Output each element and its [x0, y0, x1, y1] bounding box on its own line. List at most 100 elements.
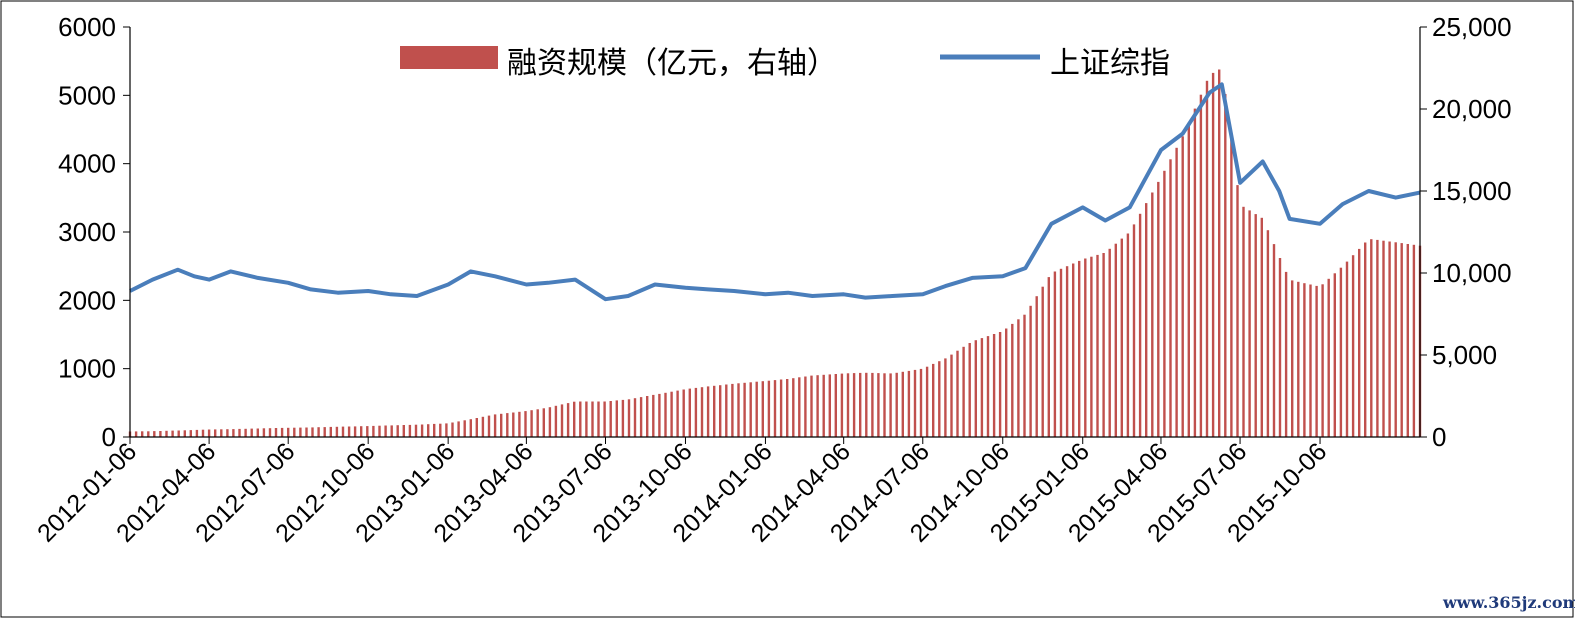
bar	[451, 423, 453, 438]
y-right-tick-label: 5,000	[1432, 340, 1497, 370]
bar	[823, 375, 825, 437]
bar	[737, 383, 739, 437]
bar	[488, 416, 490, 437]
bar	[1115, 244, 1117, 437]
bar	[889, 373, 891, 437]
bar	[445, 423, 447, 437]
bar	[853, 373, 855, 437]
bar	[299, 428, 301, 437]
bar	[415, 425, 417, 437]
bar	[476, 418, 478, 437]
bar	[683, 390, 685, 438]
bar	[962, 347, 964, 437]
bar	[701, 387, 703, 437]
bar	[330, 427, 332, 437]
bar	[1175, 148, 1177, 437]
bar	[1297, 282, 1299, 437]
bar	[287, 428, 289, 437]
bar	[1151, 193, 1153, 438]
bar	[1096, 255, 1098, 437]
legend-bar-label: 融资规模（亿元，右轴）	[507, 47, 837, 80]
bar	[196, 430, 198, 437]
bar	[1267, 230, 1269, 437]
y-left-tick-label: 4000	[58, 149, 116, 179]
bar	[141, 431, 143, 437]
bar	[1182, 136, 1184, 437]
bar	[1382, 241, 1384, 437]
bar	[579, 402, 581, 438]
bar	[993, 334, 995, 437]
bar	[999, 332, 1001, 437]
bar	[640, 397, 642, 437]
y-left-tick-label: 2000	[58, 285, 116, 315]
bar	[1090, 257, 1092, 437]
bar	[1121, 239, 1123, 437]
bar	[628, 399, 630, 437]
bar	[1084, 259, 1086, 438]
bar	[317, 427, 319, 437]
y-right-tick-label: 20,000	[1432, 94, 1512, 124]
bar	[731, 384, 733, 437]
bar	[1066, 266, 1068, 437]
bar	[397, 425, 399, 437]
bar	[1212, 73, 1214, 437]
bar	[555, 406, 557, 437]
bar	[768, 381, 770, 437]
legend-line-label: 上证综指	[1050, 47, 1170, 80]
bar	[1358, 249, 1360, 437]
bar	[646, 396, 648, 437]
bar	[305, 428, 307, 438]
bar	[378, 426, 380, 437]
bar	[1328, 279, 1330, 437]
bar	[190, 430, 192, 437]
watermark: www.365jz.com	[1442, 593, 1575, 612]
bar	[616, 400, 618, 437]
bar	[969, 343, 971, 437]
bar	[713, 386, 715, 437]
bar	[1042, 287, 1044, 437]
bar	[743, 383, 745, 437]
bar	[512, 413, 514, 438]
bar	[360, 426, 362, 437]
bar	[159, 431, 161, 437]
bar	[634, 398, 636, 437]
bar	[987, 336, 989, 437]
bar	[1060, 269, 1062, 437]
bar	[214, 429, 216, 437]
bar	[263, 428, 265, 437]
bar	[135, 431, 137, 437]
bar	[652, 395, 654, 437]
bar	[1224, 94, 1226, 437]
bar	[147, 431, 149, 437]
bar	[944, 358, 946, 437]
bar	[847, 373, 849, 437]
bar	[244, 429, 246, 437]
bar	[257, 429, 259, 438]
bar	[591, 402, 593, 438]
bar	[391, 425, 393, 437]
bar	[1206, 81, 1208, 437]
bar	[695, 388, 697, 437]
bar	[725, 385, 727, 438]
bar	[1352, 255, 1354, 437]
bar	[1072, 264, 1074, 438]
bar	[1102, 253, 1104, 437]
bar	[810, 376, 812, 437]
bar	[664, 393, 666, 437]
bar	[311, 427, 313, 437]
bar	[184, 430, 186, 437]
bar	[549, 407, 551, 437]
bar	[938, 361, 940, 437]
bar	[384, 426, 386, 438]
bar	[610, 401, 612, 437]
y-right-tick-label: 15,000	[1432, 176, 1512, 206]
bar	[226, 429, 228, 437]
bar	[524, 411, 526, 437]
y-left-tick-label: 3000	[58, 217, 116, 247]
line-layer	[130, 84, 1420, 299]
bar	[1109, 249, 1111, 437]
bar	[676, 391, 678, 437]
bar	[1169, 159, 1171, 437]
bar	[342, 427, 344, 437]
bar	[981, 338, 983, 437]
